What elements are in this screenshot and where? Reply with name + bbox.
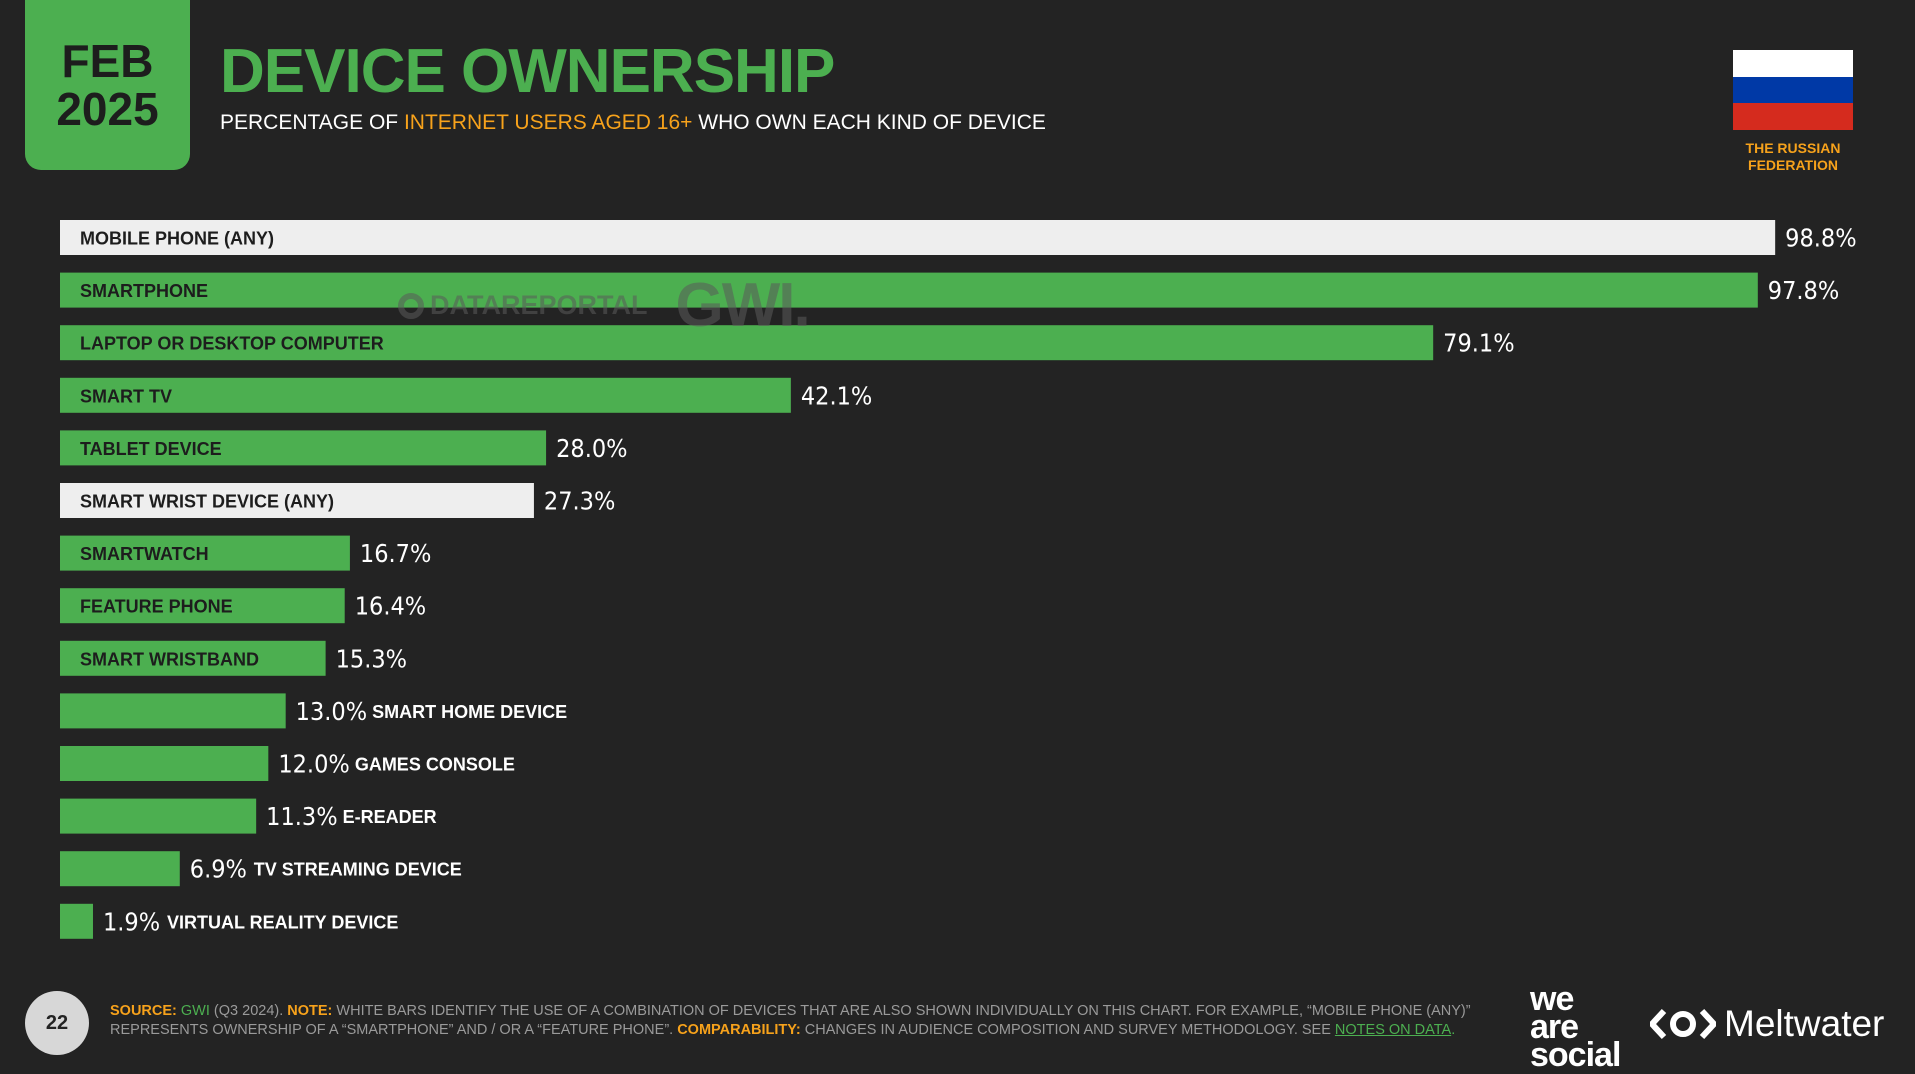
bar: [60, 903, 93, 939]
bar: [60, 483, 534, 518]
date-year: 2025: [56, 83, 159, 135]
bar-value-label: 12.0%: [278, 750, 349, 779]
comparability-text: CHANGES IN AUDIENCE COMPOSITION AND SURV…: [800, 1022, 1335, 1038]
bar-category-label: LAPTOP OR DESKTOP COMPUTER: [80, 334, 384, 354]
bar: [60, 535, 350, 571]
source-rest: (Q3 2024).: [209, 1003, 288, 1019]
date-month: FEB: [61, 35, 154, 87]
bar: [60, 272, 1758, 308]
bar-value-label: 16.7%: [360, 539, 431, 568]
bar-value-label: 1.9%: [103, 907, 160, 936]
bar-value-label: 27.3%: [544, 487, 615, 516]
bar: [60, 220, 1776, 255]
bar-category-label: FEATURE PHONE: [80, 597, 233, 617]
bar: [60, 325, 1434, 361]
bar-value-label: 28.0%: [556, 434, 627, 463]
subtitle-pre: PERCENTAGE OF: [220, 111, 404, 134]
date-badge: FEB 2025: [25, 0, 190, 170]
bar-category-label: VIRTUAL REALITY DEVICE: [167, 912, 398, 932]
bar: [60, 693, 286, 729]
bar-value-label: 11.3%: [266, 802, 337, 831]
bar-value-label: 42.1%: [801, 381, 872, 410]
bar-chart: 98.8% MOBILE PHONE (ANY) 97.8% SMARTPHONE 79…: [60, 220, 1857, 939]
page-subtitle: PERCENTAGE OF INTERNET USERS AGED 16+ WH…: [220, 111, 1046, 135]
flag-stripe-red: [1733, 103, 1853, 131]
bar-category-label: SMART WRIST DEVICE (ANY): [80, 492, 334, 512]
page-title: DEVICE OWNERSHIP: [220, 37, 835, 106]
bar: [60, 640, 326, 676]
subtitle-post: WHO OWN EACH KIND OF DEVICE: [692, 111, 1046, 134]
bar: [60, 746, 269, 781]
country-line-2: FEDERATION: [1748, 157, 1838, 173]
country-label: THE RUSSIAN FEDERATION: [1733, 140, 1853, 174]
bar-value-label: 97.8%: [1768, 276, 1839, 305]
meltwater-icon: [1650, 1008, 1716, 1040]
bar-category-label: SMARTPHONE: [80, 281, 208, 301]
flag-stripe-white: [1733, 50, 1853, 77]
bar-category-label: GAMES CONSOLE: [355, 755, 515, 775]
we-are-social-logo: we are social: [1530, 980, 1621, 1074]
bar: [60, 798, 257, 834]
subtitle-highlight: INTERNET USERS AGED 16+: [403, 111, 693, 134]
bar-category-label: SMART WRISTBAND: [80, 649, 259, 669]
source-label: SOURCE:: [110, 1003, 177, 1019]
bar: [60, 851, 180, 887]
bar-category-label: TV STREAMING DEVICE: [254, 860, 462, 880]
bar-value-label: 16.4%: [355, 592, 426, 621]
flag-stripe-blue: [1733, 76, 1853, 104]
bar-category-label: SMART TV: [80, 386, 172, 406]
bar-value-label: 15.3%: [336, 644, 407, 673]
bar-category-label: SMART HOME DEVICE: [372, 702, 567, 722]
note-text: WHITE BARS IDENTIFY THE USE OF A COMBINA…: [110, 1003, 1471, 1038]
meltwater-wordmark: Meltwater: [1724, 1003, 1885, 1044]
source-gwi: GWI: [180, 1003, 210, 1019]
footer-end: .: [1451, 1022, 1456, 1038]
note-label: NOTE:: [287, 1003, 333, 1019]
bar-value-label: 98.8%: [1785, 224, 1856, 253]
country-line-1: THE RUSSIAN: [1745, 140, 1841, 156]
russia-flag: [1733, 50, 1853, 131]
comparability-label: COMPARABILITY:: [677, 1022, 801, 1038]
bar-category-label: E-READER: [343, 807, 437, 827]
bar-category-label: SMARTWATCH: [80, 544, 209, 564]
footer-notes: SOURCE: GWI (Q3 2024). NOTE: WHITE BARS …: [110, 1002, 1510, 1040]
bar: [60, 588, 345, 624]
notes-on-data-link[interactable]: NOTES ON DATA: [1334, 1022, 1452, 1038]
logo-are: are: [1530, 1008, 1579, 1046]
page-number: 22: [25, 991, 89, 1055]
bar-category-label: MOBILE PHONE (ANY): [80, 229, 274, 249]
meltwater-logo: Meltwater: [1650, 1003, 1884, 1045]
bar-value-label: 13.0%: [296, 697, 367, 726]
bar: [60, 377, 791, 413]
bar-category-label: TABLET DEVICE: [80, 439, 222, 459]
bar-value-label: 6.9%: [190, 855, 247, 884]
logo-we: we: [1530, 980, 1574, 1018]
bar-value-label: 79.1%: [1443, 329, 1514, 358]
bar: [60, 430, 547, 466]
logo-social: social: [1530, 1036, 1621, 1074]
